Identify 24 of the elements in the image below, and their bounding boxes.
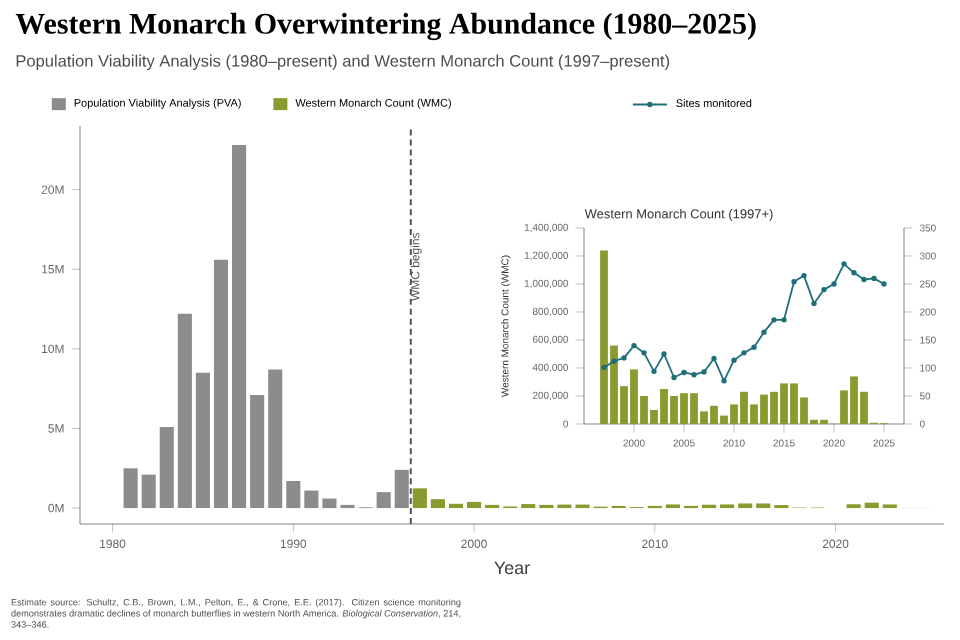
bar [412,488,427,509]
chart-title: Western Monarch Overwintering Abundance (1980–2025) [15,12,756,41]
bar [123,468,138,509]
bar [448,503,464,509]
bar [322,498,337,509]
x-axis-title: Year [494,561,530,575]
chart-subtitle: Population Viability Analysis (1980–present) and Western Monarch Count (1997–present) [16,54,670,71]
bar [232,145,247,509]
bar [304,490,319,509]
bar [738,503,753,509]
bar [394,469,409,509]
bar [268,369,283,509]
bar [250,395,265,509]
bar [213,259,229,509]
bar [756,503,771,509]
bar [864,502,879,509]
bar [376,492,391,509]
bar [177,313,192,509]
bar [466,501,482,509]
bar [195,372,210,509]
bar [141,474,156,509]
bar [159,426,174,509]
bar [286,481,301,509]
bar [430,499,445,509]
